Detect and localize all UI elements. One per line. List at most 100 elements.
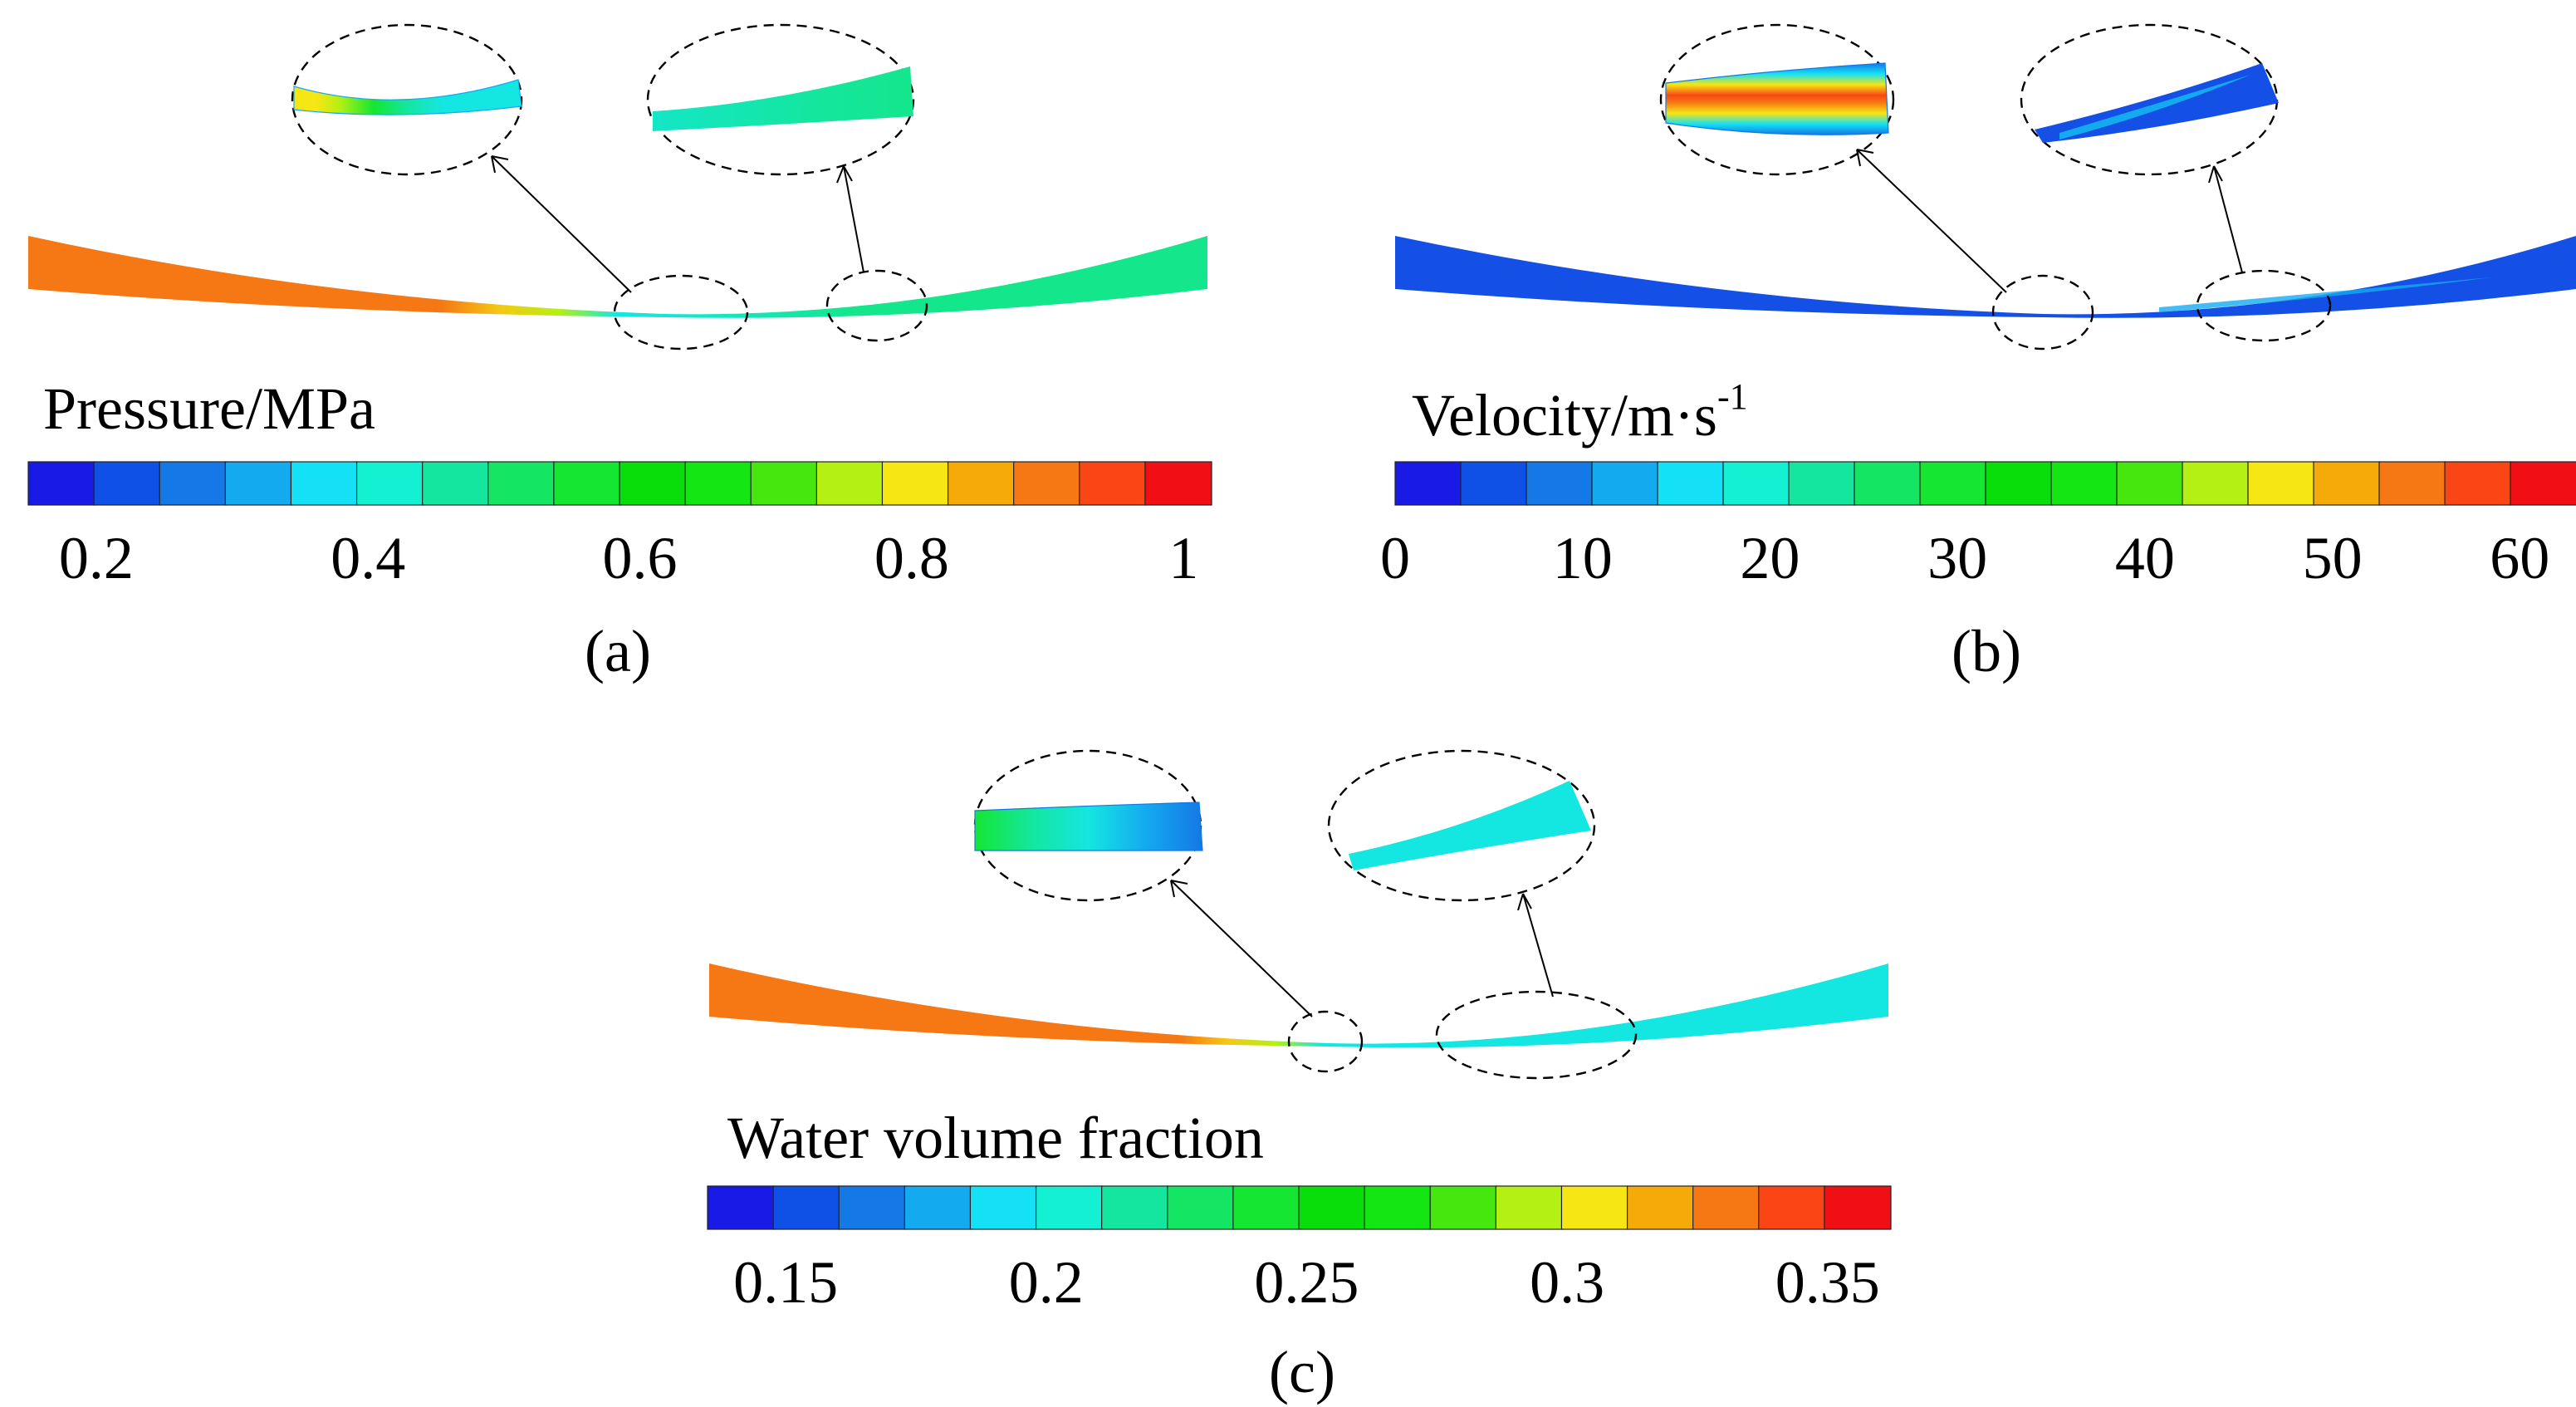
panel-b-zoom-content-1 (1665, 62, 1889, 135)
colorbar-swatch (1692, 1185, 1761, 1230)
colorbar-tick-label: 0.4 (331, 525, 406, 591)
panel-a-marker-outlet (825, 269, 928, 342)
colorbar-tick-label: 30 (1927, 525, 1988, 591)
panel-a-zoom-content-2 (653, 66, 913, 131)
colorbar-swatch (553, 461, 621, 506)
colorbar-swatch (487, 461, 556, 506)
panel-a-zoom-circle-1 (291, 23, 523, 176)
panel-a-arrowhead-2 (836, 165, 853, 184)
colorbar-swatch (969, 1185, 1038, 1230)
panel-b-geometry (1395, 23, 2576, 351)
colorbar-swatch (684, 461, 752, 506)
colorbar-swatch (838, 1185, 906, 1230)
panel-b-marker-throat (1991, 274, 2094, 351)
colorbar-swatch (1035, 1185, 1104, 1230)
colorbar-swatch (1429, 1185, 1497, 1230)
panel-c-zoom-circle-2 (1327, 749, 1596, 902)
colorbar-tick-label: 20 (1740, 525, 1800, 591)
panel-a-marker-throat (613, 274, 749, 351)
panel-c-marker-throat (1287, 1010, 1364, 1073)
colorbar-tick-label: 40 (2114, 525, 2175, 591)
colorbar-swatch (1394, 461, 1462, 506)
panel-a-legend-title: Pressure/MPa (43, 375, 375, 442)
colorbar-tick-label: 0.15 (733, 1249, 839, 1316)
colorbar-tick-label: 50 (2302, 525, 2363, 591)
colorbar-swatch (1298, 1185, 1366, 1230)
panel-c-leader-2 (1522, 893, 1554, 998)
colorbar-swatch (1758, 1185, 1826, 1230)
colorbar-swatch (750, 461, 818, 506)
panel-a-zoom-content-1 (293, 79, 522, 115)
colorbar-tick-label: 0.6 (602, 525, 678, 591)
colorbar-tick-label: 0.25 (1254, 1249, 1359, 1316)
colorbar-swatch (1495, 1185, 1564, 1230)
panel-a-caption: (a) (585, 618, 651, 684)
colorbar-tick-label: 0.8 (874, 525, 949, 591)
panel-c-zoom-content-2 (1349, 781, 1591, 870)
colorbar-swatch (1460, 461, 1528, 506)
colorbar-swatch (2050, 461, 2118, 506)
colorbar-swatch (947, 461, 1016, 506)
panel-c-geometry (709, 749, 1888, 1080)
colorbar-swatch (2444, 461, 2512, 506)
colorbar-swatch (1626, 1185, 1695, 1230)
colorbar-tick-label: 0.3 (1530, 1249, 1605, 1316)
colorbar-swatch (2182, 461, 2250, 506)
colorbar-swatch (1824, 1185, 1892, 1230)
colorbar-tick-label: 0 (1380, 525, 1410, 591)
panel-c-gap-profile (709, 963, 1888, 1048)
colorbar-swatch (1788, 461, 1856, 506)
colorbar-swatch (2116, 461, 2184, 506)
colorbar-swatch (1722, 461, 1790, 506)
colorbar-swatch (1167, 1185, 1235, 1230)
colorbar-tick-label: 60 (2490, 525, 2550, 591)
colorbar-tick-label: 0.35 (1775, 1249, 1880, 1316)
colorbar-swatch (1013, 461, 1081, 506)
panel-b-jet-streak (2159, 277, 2491, 312)
colorbar-tick-label: 0.2 (58, 525, 134, 591)
colorbar-tick-label: 10 (1552, 525, 1613, 591)
panel-c-arrowhead-2 (1517, 893, 1532, 911)
colorbar-swatch (904, 1185, 972, 1230)
panel-c-arrowhead-1 (1170, 880, 1188, 898)
colorbar-swatch (2247, 461, 2315, 506)
colorbar-tick-label: 0.2 (1008, 1249, 1084, 1316)
panel-b-leader-2 (2213, 165, 2243, 273)
colorbar-swatch (1854, 461, 1922, 506)
colorbar-swatch (290, 461, 359, 506)
panel-a-arrowhead-1 (491, 155, 509, 174)
panel-a-gap-profile (28, 236, 1207, 318)
colorbar-swatch (1526, 461, 1594, 506)
colorbar-swatch (2510, 461, 2576, 506)
colorbar-swatch (619, 461, 687, 506)
colorbar-swatch (881, 461, 950, 506)
panel-c-caption: (c) (1269, 1339, 1335, 1405)
colorbar-swatch (772, 1185, 840, 1230)
colorbar-swatch (1591, 461, 1659, 506)
panel-b-marker-outlet (2196, 269, 2332, 342)
panel-b-zoom-circle-1 (1659, 23, 1895, 176)
colorbar-swatch (355, 461, 424, 506)
colorbar-swatch (1079, 461, 1147, 506)
colorbar-swatch (1985, 461, 2053, 506)
panel-a-colorbar (27, 461, 1212, 506)
panel-b-legend-title-sup: -1 (1717, 375, 1748, 417)
colorbar-tick-label: 1 (1168, 525, 1199, 591)
panel-b-caption: (b) (1952, 618, 2021, 684)
panel-b-legend-title-main: Velocity/m·s (1412, 382, 1717, 449)
colorbar-swatch (1560, 1185, 1629, 1230)
colorbar-swatch (27, 461, 95, 506)
colorbar-swatch (224, 461, 293, 506)
panel-c-leader-1 (1170, 880, 1313, 1017)
panel-b-leader-1 (1856, 149, 2007, 293)
panel-c-zoom-content-1 (974, 802, 1203, 851)
panel-b-gap-profile (1395, 236, 2576, 318)
colorbar-swatch (1144, 461, 1212, 506)
colorbar-swatch (707, 1185, 775, 1230)
colorbar-swatch (1657, 461, 1725, 506)
colorbar-swatch (422, 461, 490, 506)
panel-c-marker-outlet (1435, 990, 1638, 1080)
